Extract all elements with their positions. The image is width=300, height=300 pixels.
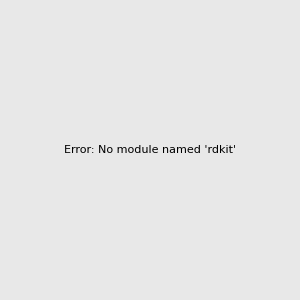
- Text: Error: No module named 'rdkit': Error: No module named 'rdkit': [64, 145, 236, 155]
